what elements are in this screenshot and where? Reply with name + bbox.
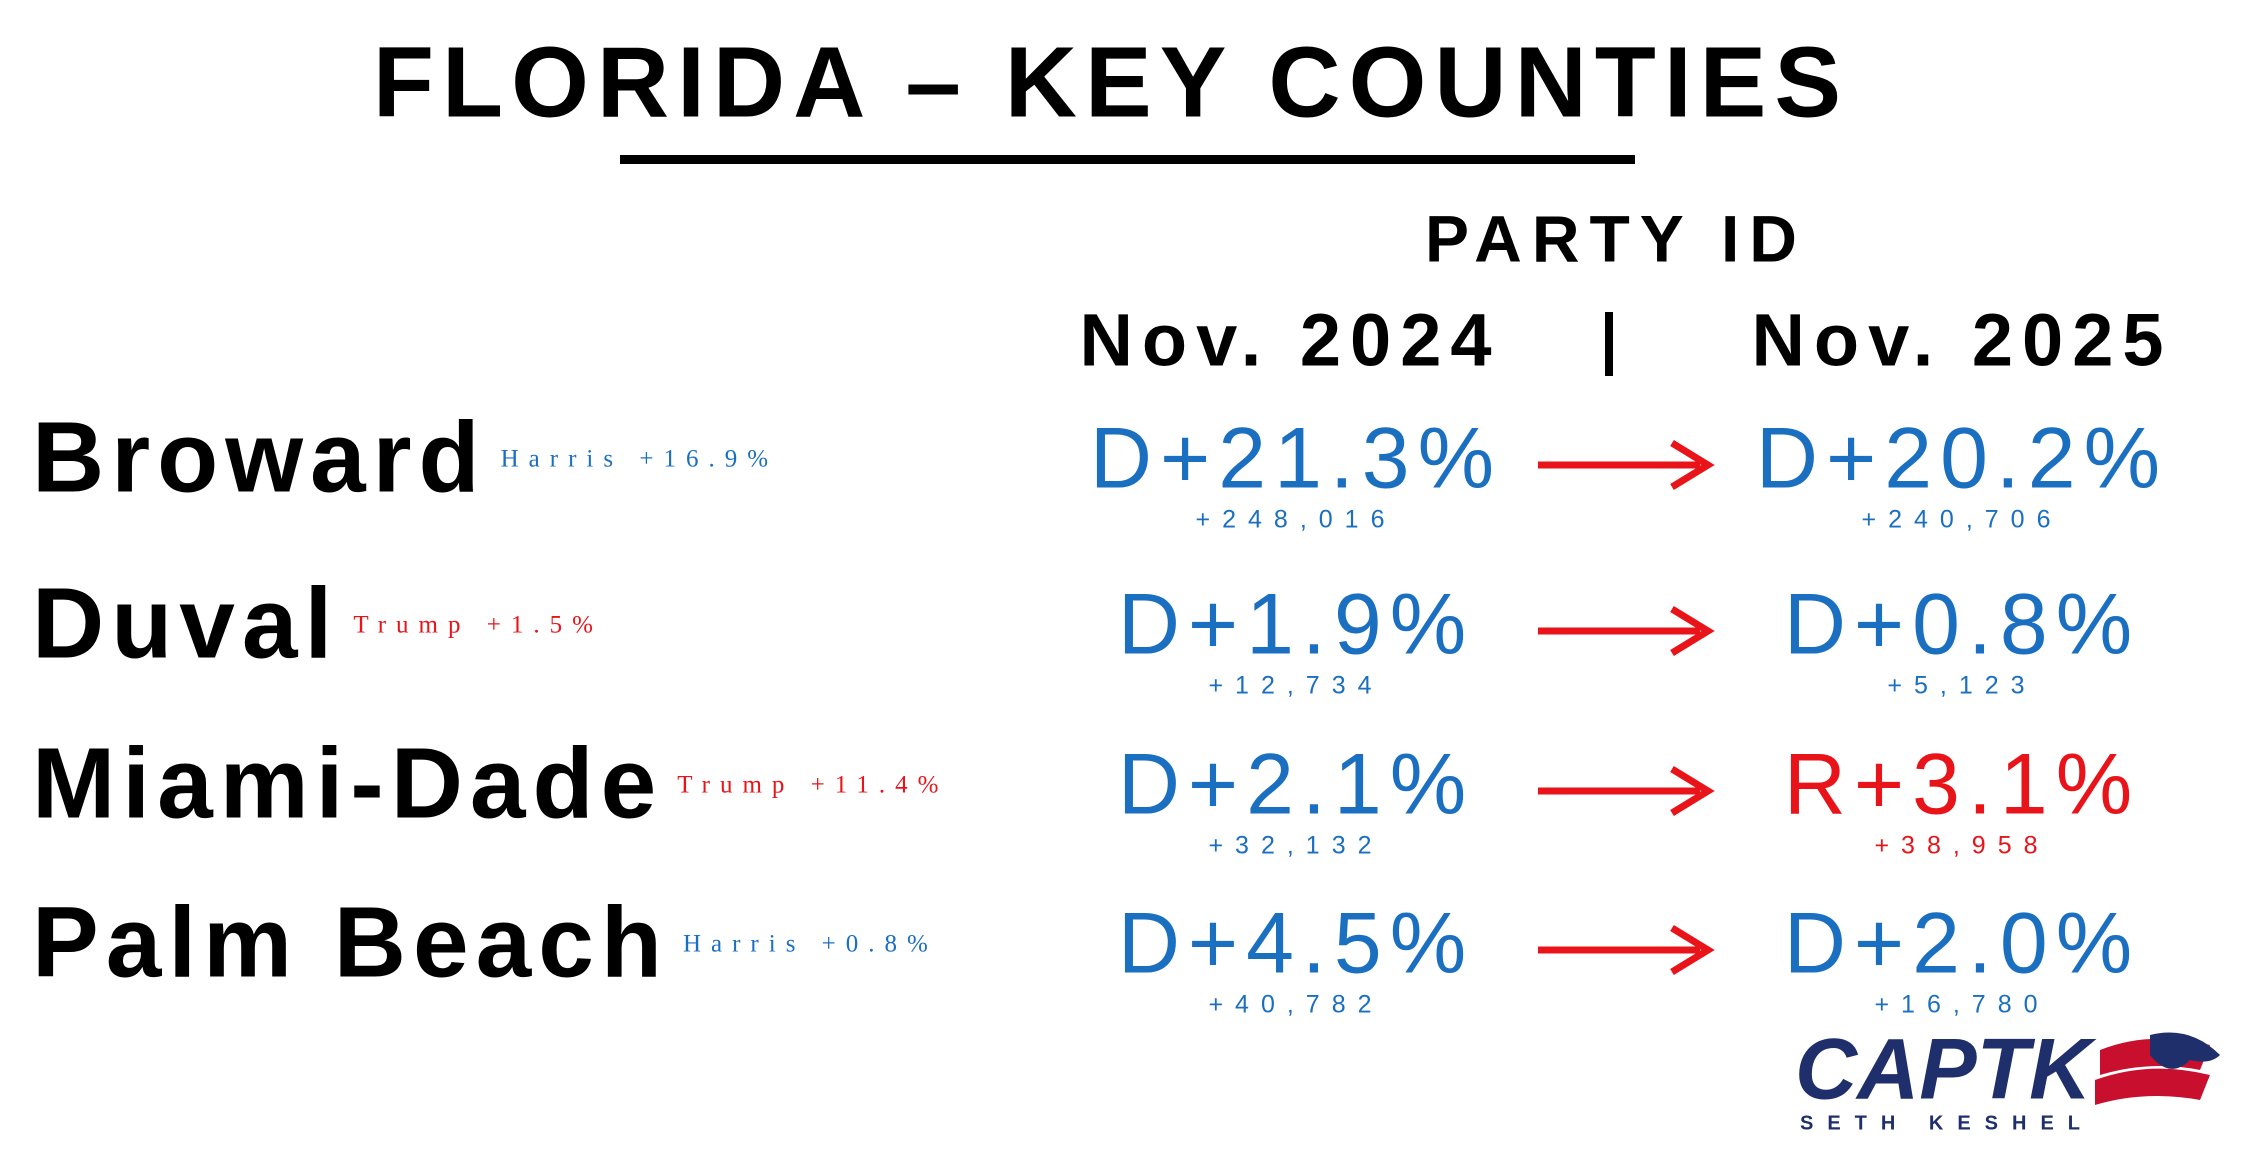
subtitle: PARTY ID: [1425, 201, 1807, 275]
county-row: Duval Trump +1.5% D+1.9%+12,734 D+0.8%+5,12…: [32, 567, 2140, 700]
voter-margin-2025: +240,706: [1862, 506, 2063, 534]
rows: Broward Harris +16.9% D+21.3%+248,016 D+20.…: [32, 401, 2168, 1019]
county-name: Broward: [32, 401, 487, 513]
party-margin-2025: R+3.1%: [1784, 737, 2140, 833]
voter-margin-2024: +248,016: [1196, 506, 1397, 534]
logo-name: CAPTK: [1795, 1022, 2097, 1118]
party-margin-2024: D+2.1%: [1118, 737, 1474, 833]
column-header: Nov. 2024: [1079, 299, 1500, 382]
voter-margin-2024: +12,734: [1208, 672, 1383, 700]
election-result: Harris +16.9%: [501, 446, 778, 473]
party-margin-2024: D+21.3%: [1090, 411, 1502, 507]
title-underline: [620, 155, 1635, 164]
party-margin-2024: D+1.9%: [1118, 577, 1474, 673]
party-margin-2024: D+4.5%: [1118, 896, 1474, 992]
voter-margin-2024: +40,782: [1208, 991, 1383, 1019]
voter-margin-2025: +5,123: [1887, 672, 2036, 700]
column-header: Nov. 2025: [1751, 299, 2172, 382]
party-margin-2025: D+0.8%: [1784, 577, 2140, 673]
county-row: Broward Harris +16.9% D+21.3%+248,016 D+20.…: [32, 401, 2168, 534]
arrow-head: [1670, 766, 1715, 816]
election-result: Trump +11.4%: [677, 772, 948, 799]
column-separator: [1605, 312, 1613, 376]
logo-byline: SETH KESHEL: [1800, 1112, 2094, 1134]
election-result: Harris +0.8%: [683, 931, 938, 958]
election-result: Trump +1.5%: [353, 612, 603, 639]
county-name: Miami-Dade: [32, 727, 663, 839]
party-margin-2025: D+2.0%: [1784, 896, 2140, 992]
arrow-head: [1670, 606, 1715, 656]
voter-margin-2025: +16,780: [1874, 991, 2049, 1019]
county-name: Palm Beach: [32, 886, 669, 998]
county-row: Palm Beach Harris +0.8% D+4.5%+40,782 D+2.0…: [32, 886, 2140, 1019]
logo-flag: [2095, 1068, 2210, 1105]
county-name: Duval: [32, 567, 339, 679]
voter-margin-2024: +32,132: [1208, 832, 1383, 860]
logo-eagle: [2150, 1032, 2220, 1069]
voter-margin-2025: +38,958: [1874, 832, 2049, 860]
arrow-head: [1670, 440, 1715, 490]
party-margin-2025: D+20.2%: [1756, 411, 2168, 507]
title: FLORIDA – KEY COUNTIES: [373, 26, 1849, 138]
arrow-head: [1670, 925, 1715, 975]
logo: CAPTK SETH KESHEL: [1795, 1022, 2220, 1134]
county-row: Miami-Dade Trump +11.4% D+2.1%+32,132 R+3.1…: [32, 727, 2140, 860]
